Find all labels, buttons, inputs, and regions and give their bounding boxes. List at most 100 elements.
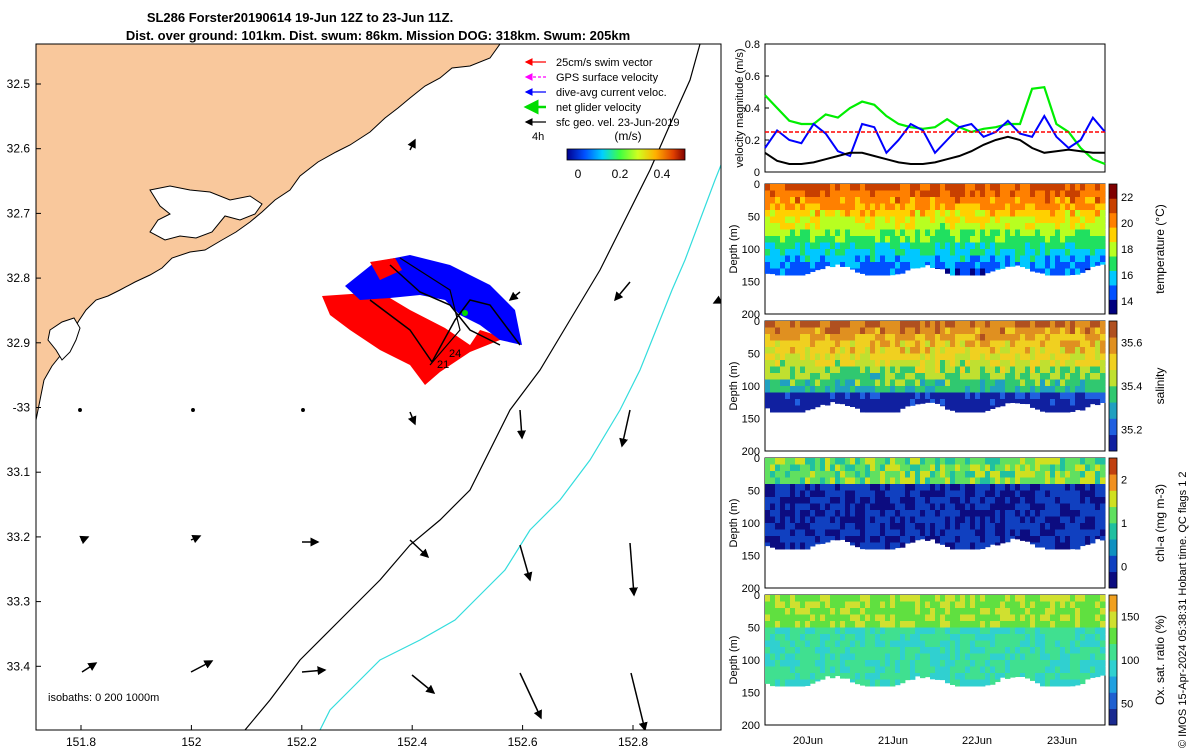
profile-cell xyxy=(960,216,966,224)
profile-cell xyxy=(1070,673,1076,680)
profile-cell xyxy=(775,203,781,211)
profile-cell xyxy=(970,634,976,641)
profile-cell xyxy=(870,223,876,230)
profile-1-ytick-3: 150 xyxy=(742,414,760,426)
profile-cell xyxy=(1055,340,1061,348)
profile-cell xyxy=(870,197,876,204)
profile-cell xyxy=(1005,653,1011,661)
profile-cell xyxy=(810,510,816,517)
profile-cell xyxy=(1085,497,1091,504)
profile-cell xyxy=(1090,360,1096,367)
profile-cell xyxy=(870,634,876,641)
profile-cell xyxy=(1015,595,1021,602)
profile-3-cbar-seg xyxy=(1109,595,1117,612)
profile-cell xyxy=(890,405,896,413)
profile-0-ylabel: Depth (m) xyxy=(728,225,740,274)
profile-cell xyxy=(1005,203,1011,211)
profile-cell xyxy=(775,458,781,465)
profile-cell xyxy=(780,373,786,380)
profile-cell xyxy=(925,464,931,472)
profile-cell xyxy=(905,608,911,615)
profile-cell xyxy=(1055,510,1061,517)
isobath-1000 xyxy=(319,164,721,730)
profile-cell xyxy=(925,327,931,335)
profile-cell xyxy=(1040,353,1046,361)
profile-cell xyxy=(975,601,981,609)
profile-cell xyxy=(960,373,966,380)
profile-cell xyxy=(990,484,996,491)
profile-cell xyxy=(765,542,771,547)
profile-cell xyxy=(785,542,791,550)
profile-cell xyxy=(925,614,931,622)
profile-cell xyxy=(940,210,946,217)
profile-cell xyxy=(765,653,771,661)
profile-cell xyxy=(930,373,936,380)
profile-cell xyxy=(1035,229,1041,237)
profile-0-cbar-seg xyxy=(1109,241,1117,257)
profile-cell xyxy=(1015,210,1021,217)
profile-cell xyxy=(860,627,866,635)
profile-cell xyxy=(980,464,986,472)
profile-cell xyxy=(835,510,841,517)
profile-cell xyxy=(895,471,901,478)
profile-cell xyxy=(840,255,846,263)
profile-cell xyxy=(855,471,861,478)
profile-cell xyxy=(780,184,786,191)
profile-cell xyxy=(875,634,881,641)
profile-cell xyxy=(800,347,806,354)
profile-cell xyxy=(845,262,851,267)
profile-cell xyxy=(955,595,961,602)
profile-cell xyxy=(970,621,976,628)
profile-cell xyxy=(1010,366,1016,374)
profile-cell xyxy=(1080,627,1086,635)
profile-cell xyxy=(1095,184,1101,191)
profile-cell xyxy=(845,216,851,224)
profile-cell xyxy=(795,334,801,341)
profile-cell xyxy=(980,216,986,224)
profile-cell xyxy=(835,360,841,367)
profile-cell xyxy=(1045,673,1051,680)
profile-cell xyxy=(1040,210,1046,217)
profile-cell xyxy=(1085,523,1091,530)
profile-cell xyxy=(1100,321,1106,328)
profile-cell xyxy=(825,653,831,661)
profile-cell xyxy=(970,379,976,387)
profile-cell xyxy=(955,490,961,498)
profile-cell xyxy=(975,268,981,276)
profile-cell xyxy=(770,627,776,635)
profile-cell xyxy=(885,216,891,224)
profile-cell xyxy=(940,458,946,465)
profile-cell xyxy=(905,255,911,263)
profile-cell xyxy=(905,229,911,237)
profile-cell xyxy=(1010,673,1016,678)
profile-cell xyxy=(905,497,911,504)
profile-cell xyxy=(1030,510,1036,517)
profile-cell xyxy=(1060,197,1066,204)
profile-cell xyxy=(770,458,776,465)
profile-cell xyxy=(1065,360,1071,367)
profile-cell xyxy=(830,621,836,628)
profile-cell xyxy=(1025,255,1031,263)
profile-cell xyxy=(1015,477,1021,485)
profile-cell xyxy=(780,262,786,269)
profile-cell xyxy=(1035,614,1041,622)
profile-cell xyxy=(900,249,906,256)
profile-cell xyxy=(1000,327,1006,335)
profile-cell xyxy=(915,464,921,472)
profile-cell xyxy=(935,614,941,622)
profile-cell xyxy=(1030,595,1036,602)
profile-cell xyxy=(1005,392,1011,400)
profile-cell xyxy=(1015,490,1021,498)
profile-cell xyxy=(815,614,821,622)
profile-cell xyxy=(1100,523,1106,530)
profile-cell xyxy=(990,621,996,628)
profile-cell xyxy=(1015,529,1021,537)
profile-cell xyxy=(840,471,846,478)
profile-cell xyxy=(795,236,801,243)
profile-cell xyxy=(1005,386,1011,393)
profile-cell xyxy=(790,510,796,517)
profile-cell xyxy=(875,458,881,465)
profile-cell xyxy=(1030,503,1036,511)
profile-cell xyxy=(850,223,856,230)
profile-cell xyxy=(775,236,781,243)
